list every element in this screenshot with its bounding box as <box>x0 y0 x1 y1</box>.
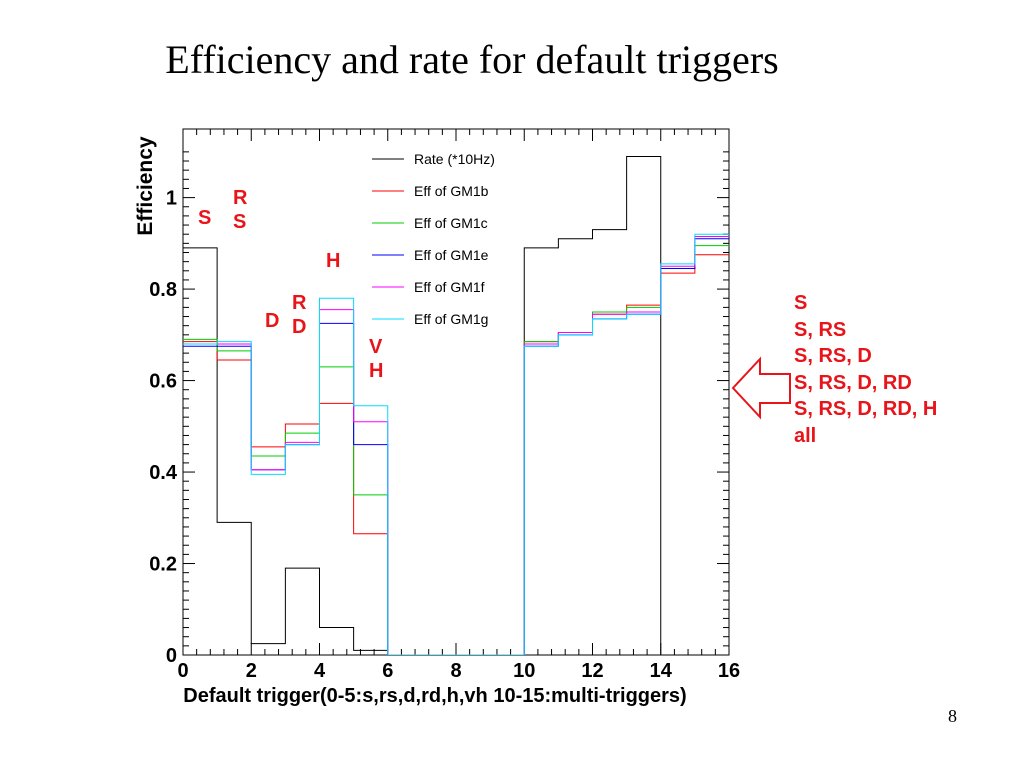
annotation-s: S <box>198 207 212 229</box>
x-tick-label: 16 <box>718 660 740 682</box>
series-line <box>183 233 729 655</box>
list-item: S, RS, D, RD <box>794 371 912 394</box>
x-tick-label: 10 <box>513 660 535 682</box>
x-axis-label: Default trigger(0-5:s,rs,d,rd,h,vh 10-15… <box>183 685 686 707</box>
x-tick-label: 14 <box>650 660 673 682</box>
list-item: all <box>794 424 817 447</box>
x-tick-label: 0 <box>177 660 188 682</box>
y-tick-label: 1 <box>166 188 177 210</box>
legend-label: Eff of GM1f <box>414 279 485 295</box>
list-item: S, RS, D, RD, H <box>794 398 938 420</box>
list-item: S <box>794 292 808 314</box>
plot-frame <box>182 128 730 656</box>
series-line <box>183 245 729 655</box>
y-axis-label: Efficiency <box>134 136 157 236</box>
legend-label: Eff of GM1e <box>414 247 489 263</box>
list-item: S, RS, D <box>794 345 872 367</box>
legend-label: Rate (*10Hz) <box>414 151 495 167</box>
annotation-h: H <box>326 250 341 272</box>
trigger-combination-list: S S, RS S, RS, D S, RS, D, RD S, RS, D, … <box>794 290 937 449</box>
slide-title: Efficiency and rate for default triggers <box>165 37 779 82</box>
legend-label: Eff of GM1b <box>414 183 489 199</box>
y-tick-label: 0 <box>166 645 177 667</box>
series-line <box>183 254 729 655</box>
arrow-left-icon <box>731 356 791 420</box>
legend-label: Eff of GM1g <box>414 311 488 327</box>
legend-label: Eff of GM1c <box>414 215 488 231</box>
page-number: 8 <box>948 706 957 726</box>
x-tick-label: 12 <box>581 660 603 682</box>
annotation-vh: V H <box>369 336 384 382</box>
y-tick-label: 0.6 <box>149 371 177 393</box>
axis-ticks <box>182 129 729 656</box>
series-group <box>183 155 729 655</box>
y-tick-label: 0.2 <box>149 554 177 576</box>
annotation-rs: R S <box>233 187 248 233</box>
series-line <box>183 155 729 655</box>
annotation-rd: R D <box>292 292 307 338</box>
y-tick-labels: 0 0.2 0.4 0.6 0.8 1 <box>149 188 178 667</box>
x-tick-label: 8 <box>450 660 461 682</box>
y-tick-label: 0.4 <box>149 462 178 484</box>
annotation-d: D <box>265 310 280 332</box>
chart-legend: Rate (*10Hz) Eff of GM1b Eff of GM1c Eff of… <box>372 151 495 327</box>
x-tick-label: 2 <box>246 660 257 682</box>
y-tick-label: 0.8 <box>149 279 177 301</box>
x-tick-label: 4 <box>314 660 326 682</box>
series-line <box>183 235 729 655</box>
list-item: S, RS <box>794 318 847 341</box>
x-tick-label: 6 <box>382 660 393 682</box>
x-tick-labels: 0 2 4 6 8 10 12 14 16 <box>177 660 740 682</box>
